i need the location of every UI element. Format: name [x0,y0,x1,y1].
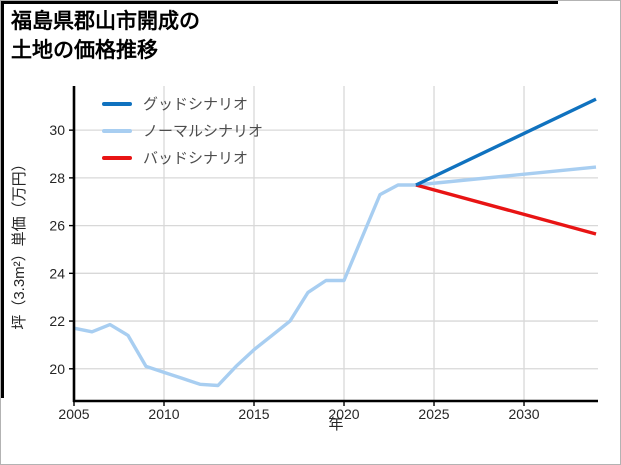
y-tick-label-20: 20 [49,361,65,377]
legend-swatch-good [102,101,132,106]
legend-item-normal: ノーマルシナリオ [102,117,263,144]
legend-item-bad: バッドシナリオ [102,144,263,171]
left-accent-bar [1,1,4,398]
y-tick-label-26: 26 [49,218,65,234]
legend-label-good: グッドシナリオ [143,96,249,113]
legend-swatch-normal [102,128,132,133]
legend-swatch-bad [102,155,132,160]
y-tick-label-24: 24 [49,265,65,281]
chart-title-line-2: 土地の価格推移 [11,39,158,62]
x-tick-label-2030: 2030 [508,406,539,422]
chart-legend: グッドシナリオ ノーマルシナリオ バッドシナリオ [102,90,263,171]
series-bad-line [415,183,597,236]
x-tick-label-2015: 2015 [238,406,269,422]
x-tick-label-2005: 2005 [58,406,89,422]
series-good-line [415,97,597,187]
y-tick-label-22: 22 [49,313,65,329]
y-tick-label-30: 30 [49,122,65,138]
legend-label-bad: バッドシナリオ [143,150,249,167]
chart-title-line-1: 福島県郡山市開成の [11,10,200,33]
y-axis-label: 坪（3.3m²）単価（万円） [11,156,28,330]
x-tick-label-2025: 2025 [418,406,449,422]
x-axis-label: 年 [328,416,344,433]
chart-title: 福島県郡山市開成の 土地の価格推移 [11,7,200,65]
y-tick-label-28: 28 [49,170,65,186]
x-tick-label-2010: 2010 [148,406,179,422]
legend-item-good: グッドシナリオ [102,90,263,117]
x-tick-label-2020: 2020 [328,406,359,422]
top-accent-bar [1,1,558,4]
legend-label-normal: ノーマルシナリオ [143,123,264,140]
series-normal-line [73,165,597,388]
